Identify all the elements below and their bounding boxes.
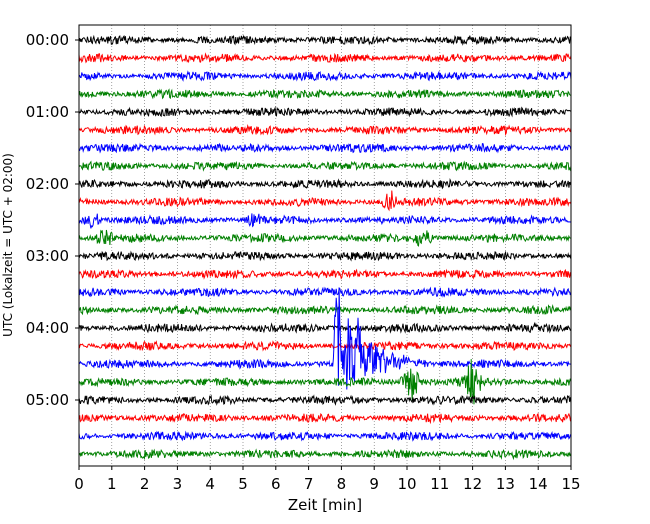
y-tick-label: 00:00 <box>26 31 69 49</box>
trace-line-0330 <box>79 286 571 298</box>
x-tick-label: 7 <box>304 475 314 493</box>
x-tick-label: 14 <box>529 475 548 493</box>
x-tick-label: 12 <box>463 475 482 493</box>
y-tick-label: 03:00 <box>26 247 69 265</box>
trace-line-0015 <box>79 52 571 64</box>
trace-line-0130 <box>79 142 571 154</box>
trace-line-0400 <box>79 321 571 334</box>
x-tick-label: 8 <box>337 475 347 493</box>
x-tick-label: 1 <box>107 475 117 493</box>
x-tick-label: 11 <box>430 475 449 493</box>
y-tick-label: 05:00 <box>26 391 69 409</box>
trace-line-0500 <box>79 394 571 406</box>
x-tick-label: 13 <box>496 475 515 493</box>
trace-line-0200 <box>79 177 571 190</box>
trace-line-0145 <box>79 160 571 172</box>
x-tick-label: 5 <box>238 475 248 493</box>
trace-line-0100 <box>79 106 571 118</box>
trace-line-0445 <box>79 359 571 405</box>
trace-line-0115 <box>79 123 571 137</box>
x-axis-label: Zeit [min] <box>288 496 362 514</box>
x-tick-label: 0 <box>74 475 84 493</box>
x-tick-label: 2 <box>140 475 150 493</box>
trace-line-0545 <box>79 448 571 461</box>
trace-line-0230 <box>79 213 571 229</box>
trace-line-0315 <box>79 268 571 280</box>
trace-line-0530 <box>79 430 571 442</box>
x-tick-label: 6 <box>271 475 281 493</box>
trace-line-0245 <box>79 229 571 247</box>
y-axis-label: UTC (Lokalzeit = UTC + 02:00) <box>1 153 15 337</box>
trace-line-0300 <box>79 250 571 262</box>
trace-line-0345 <box>79 303 571 316</box>
x-tick-label: 10 <box>397 475 416 493</box>
trace-line-0515 <box>79 412 571 425</box>
x-tick-label: 9 <box>369 475 379 493</box>
trace-line-0045 <box>79 88 571 100</box>
y-tick-label: 04:00 <box>26 319 69 337</box>
trace-line-0430 <box>79 287 571 390</box>
tick-layer: 0 1 2 3 4 5 6 7 8 9 10 11 12 13 14 1500:0001:0002:0003:… <box>26 31 581 493</box>
trace-line-0415 <box>79 340 571 352</box>
plot-frame <box>78 24 572 467</box>
trace-line-0030 <box>79 70 571 82</box>
trace-layer <box>79 34 571 461</box>
trace-line-0215 <box>79 190 571 212</box>
x-tick-label: 3 <box>173 475 183 493</box>
trace-line-0000 <box>79 34 571 46</box>
y-tick-label: 01:00 <box>26 103 69 121</box>
x-tick-label: 4 <box>205 475 215 493</box>
x-tick-label: 15 <box>561 475 580 493</box>
y-tick-label: 02:00 <box>26 175 69 193</box>
